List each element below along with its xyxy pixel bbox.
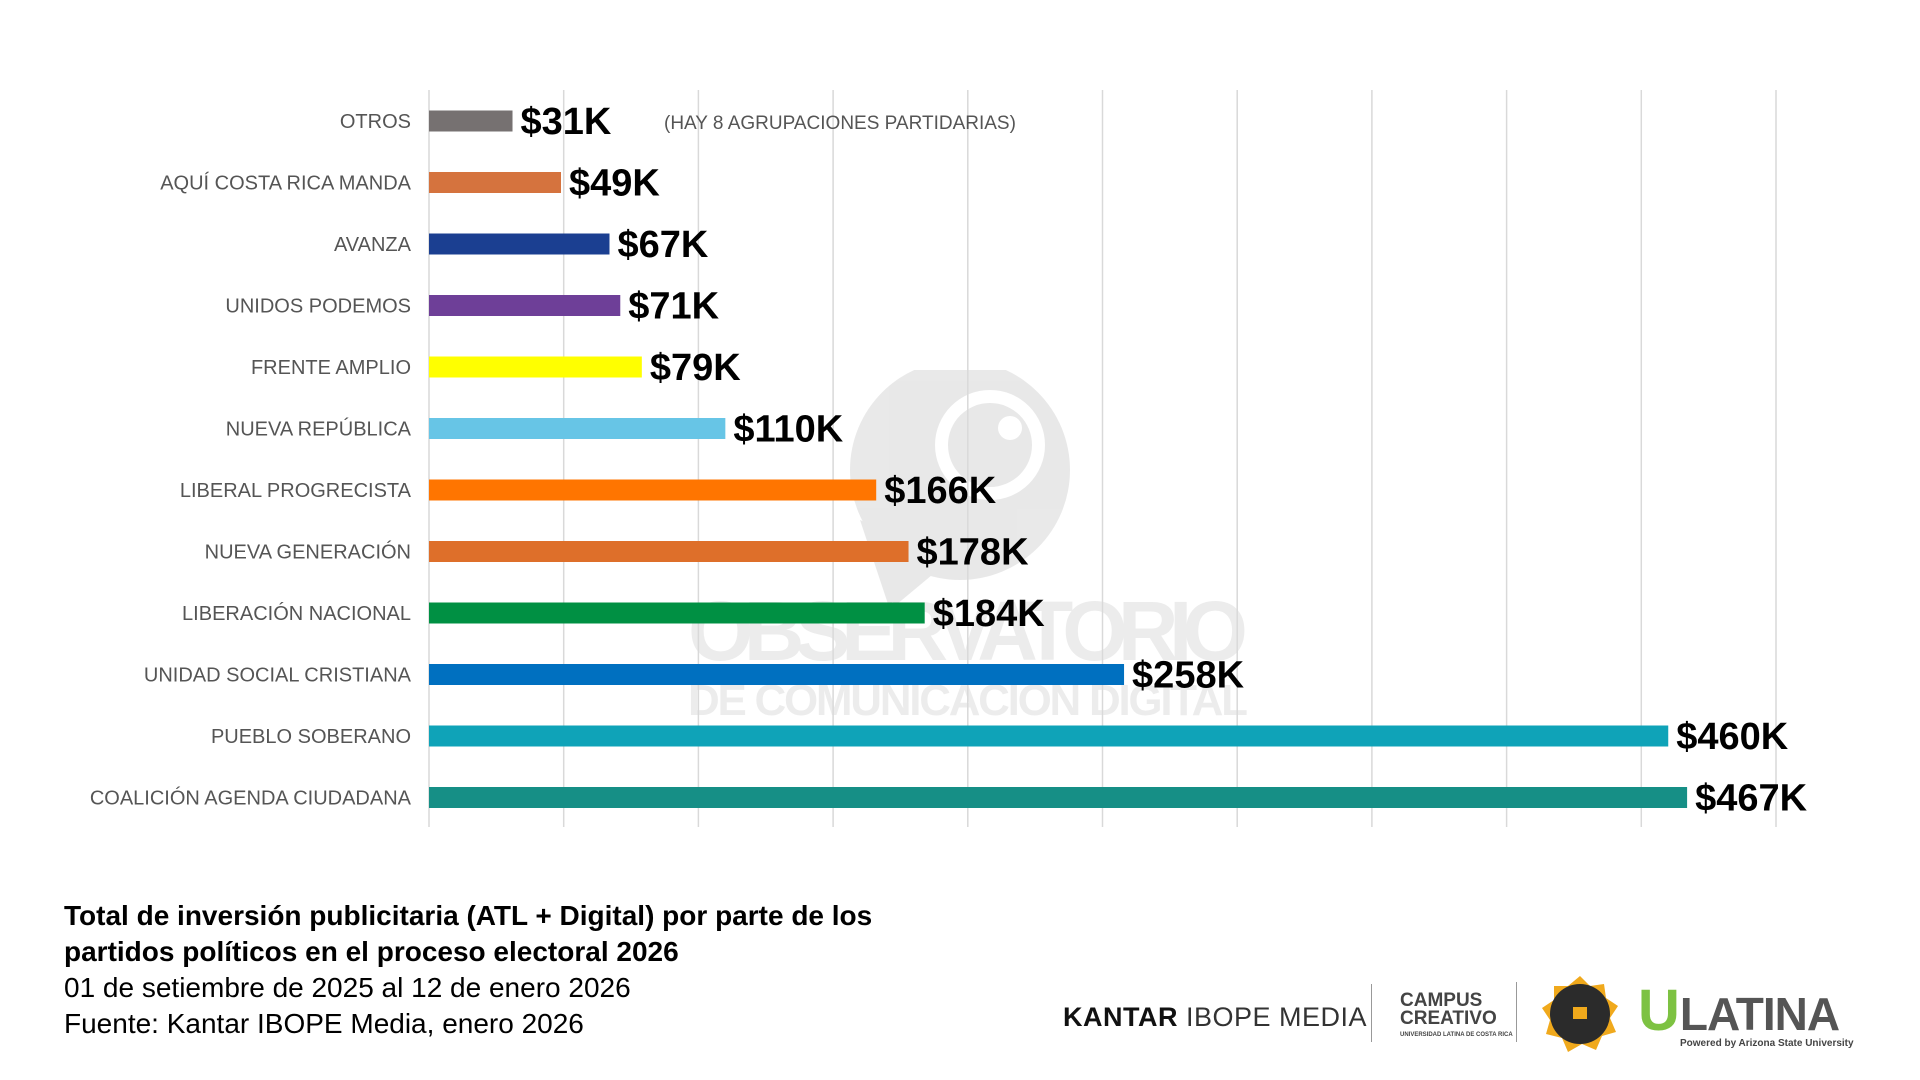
value-label: $49K <box>569 163 660 205</box>
bar <box>429 787 1688 808</box>
bar <box>429 418 726 439</box>
category-label: FRENTE AMPLIO <box>251 357 411 379</box>
caption-source: Fuente: Kantar IBOPE Media, enero 2026 <box>64 1008 584 1039</box>
bar <box>429 233 610 255</box>
bar <box>429 541 909 562</box>
campus-creativo-logo: CAMPUS CREATIVO UNIVERSIDAD LATINA DE CO… <box>1400 990 1513 1038</box>
value-label: $184K <box>933 593 1046 635</box>
caption-title-line2: partidos políticos en el proceso elector… <box>64 936 679 967</box>
bar <box>429 725 1669 747</box>
category-label: OTROS <box>340 111 411 133</box>
value-label: $467K <box>1695 778 1808 820</box>
category-label: NUEVA REPÚBLICA <box>226 418 412 441</box>
category-label: COALICIÓN AGENDA CIUDADANA <box>90 787 412 810</box>
value-label: $166K <box>884 470 997 512</box>
caption-period: 01 de setiembre de 2025 al 12 de enero 2… <box>64 972 631 1003</box>
kantar-ibope-logo: KANTAR IBOPE MEDIA <box>1063 1002 1368 1032</box>
value-label: $258K <box>1132 655 1245 697</box>
caption-title-line1: Total de inversión publicitaria (ATL + D… <box>64 900 873 931</box>
bar <box>429 172 562 193</box>
chart-caption: Total de inversión publicitaria (ATL + D… <box>64 898 872 1042</box>
category-label: AVANZA <box>334 234 412 256</box>
annotation-note: (HAY 8 AGRUPACIONES PARTIDARIAS) <box>664 113 1016 134</box>
bar <box>429 356 642 378</box>
category-label: PUEBLO SOBERANO <box>211 726 411 748</box>
value-label: $71K <box>628 286 719 328</box>
value-label: $31K <box>521 101 612 143</box>
value-label: $178K <box>917 532 1030 574</box>
value-label: $79K <box>650 347 741 389</box>
bar <box>429 295 621 316</box>
logo-divider <box>1371 984 1372 1042</box>
bar <box>429 479 877 501</box>
ulatina-logo: ULATINA Powered by Arizona State Univers… <box>1638 978 1854 1050</box>
category-label: UNIDAD SOCIAL CRISTIANA <box>144 665 412 687</box>
qs-rated-excellent-badge <box>1542 976 1618 1052</box>
bar-chart: OTROS $31K (HAY 8 AGRUPACIONES PARTIDARIAS… <box>90 90 1808 827</box>
category-label: LIBERAL PROGRECISTA <box>180 480 412 502</box>
category-label: NUEVA GENERACIÓN <box>205 541 411 564</box>
category-label: LIBERACIÓN NACIONAL <box>182 602 411 625</box>
bar <box>429 602 925 624</box>
value-label: $460K <box>1676 716 1789 758</box>
category-label: UNIDOS PODEMOS <box>225 296 411 318</box>
bar <box>429 664 1125 685</box>
bar <box>429 110 513 132</box>
value-label: $67K <box>617 224 708 266</box>
value-label: $110K <box>733 409 843 451</box>
logo-divider <box>1516 982 1517 1042</box>
logos-bar: KANTAR IBOPE MEDIA CAMPUS CREATIVO UNIVE… <box>1060 970 1860 1060</box>
category-label: AQUÍ COSTA RICA MANDA <box>160 172 411 195</box>
